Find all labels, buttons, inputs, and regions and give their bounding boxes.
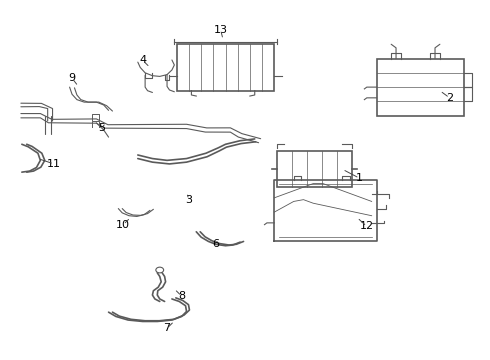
Text: 11: 11 <box>47 159 61 169</box>
Text: 13: 13 <box>214 25 228 35</box>
Text: 4: 4 <box>139 55 146 65</box>
Text: 1: 1 <box>356 173 363 183</box>
Text: 8: 8 <box>178 291 185 301</box>
Text: 7: 7 <box>164 323 171 333</box>
Text: 12: 12 <box>360 221 374 231</box>
Text: 9: 9 <box>69 73 75 83</box>
Text: 10: 10 <box>116 220 130 230</box>
Text: 2: 2 <box>446 93 453 103</box>
Text: 3: 3 <box>186 195 193 204</box>
Text: 6: 6 <box>212 239 219 249</box>
Text: 5: 5 <box>98 123 105 133</box>
